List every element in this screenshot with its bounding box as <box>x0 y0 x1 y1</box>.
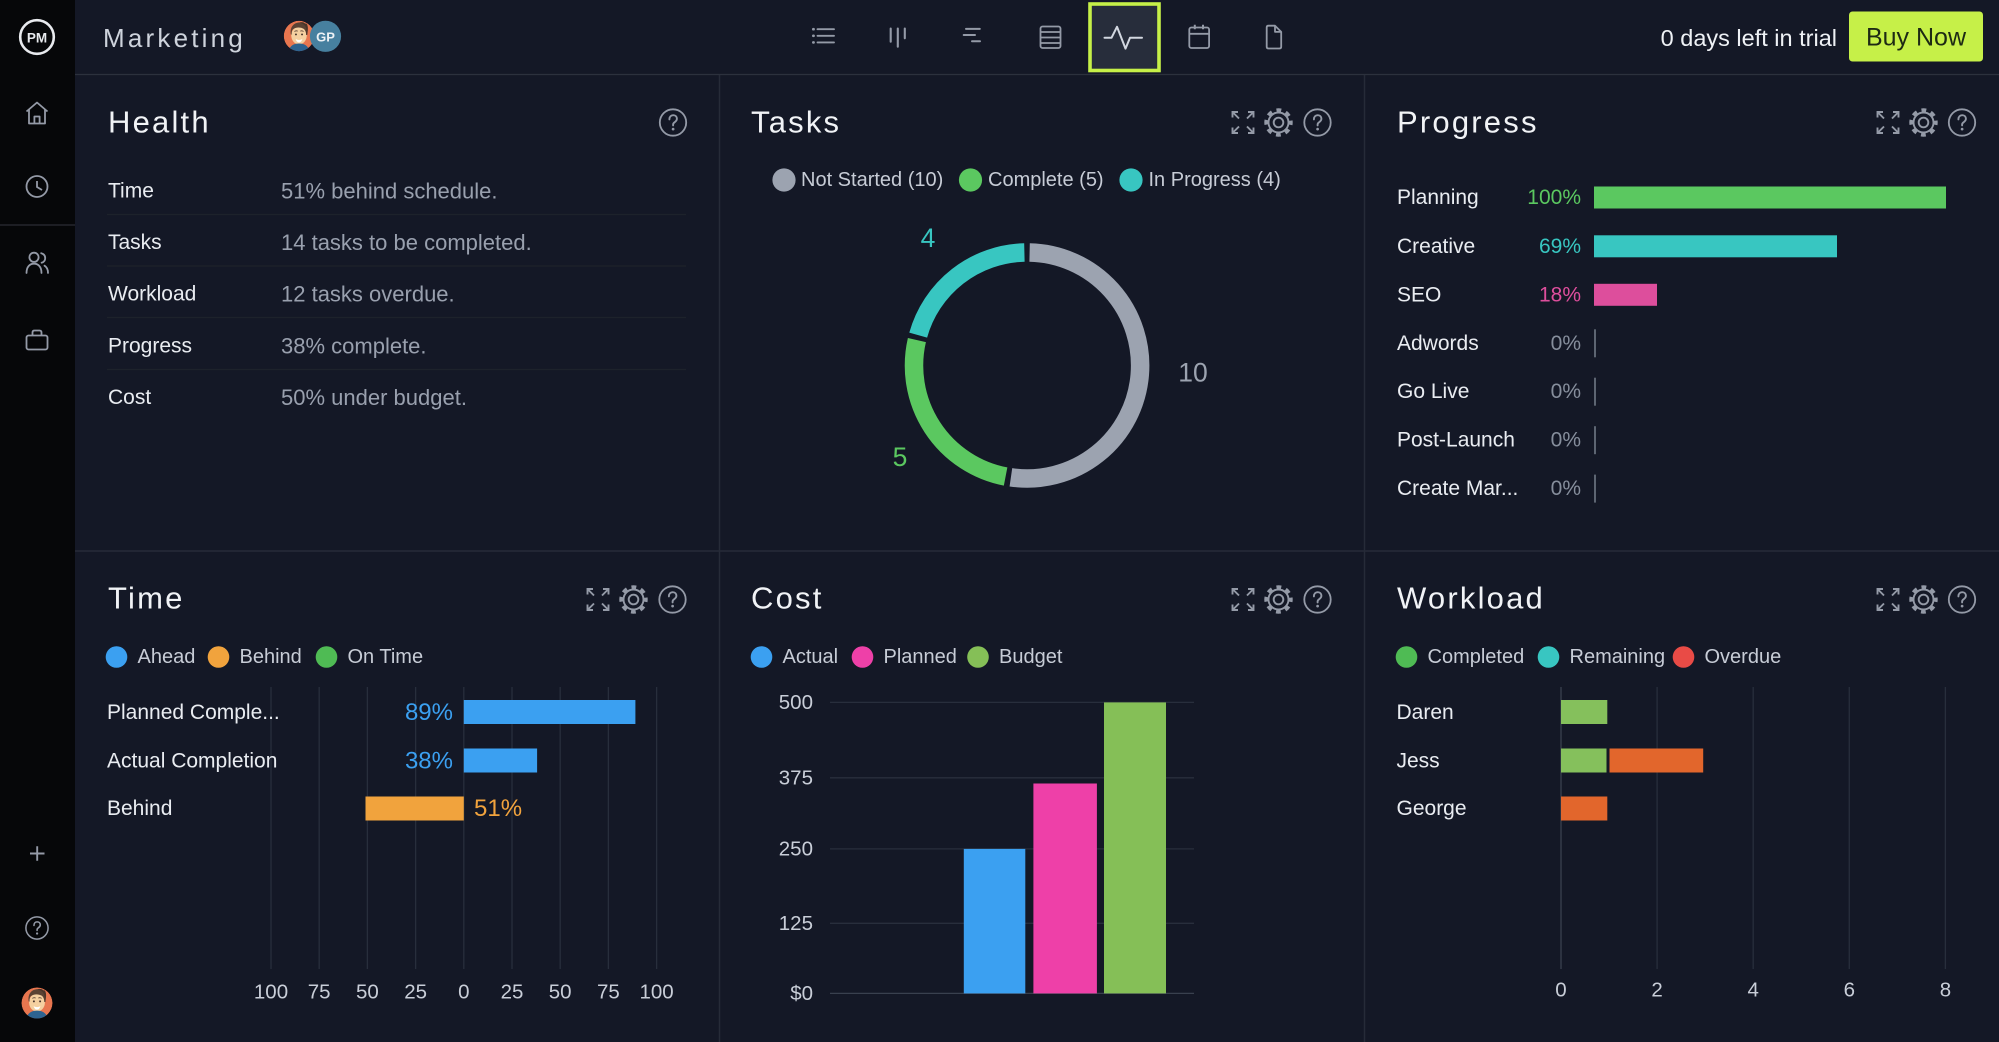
svg-text:Completed: Completed <box>1428 646 1525 668</box>
svg-text:250: 250 <box>779 837 813 860</box>
svg-text:Cost: Cost <box>108 386 151 409</box>
svg-text:Health: Health <box>108 105 211 140</box>
svg-text:Planned: Planned <box>884 646 957 668</box>
svg-text:Go Live: Go Live <box>1397 380 1469 403</box>
svg-text:10: 10 <box>1178 358 1207 388</box>
svg-text:14 tasks to be completed.: 14 tasks to be completed. <box>281 230 532 255</box>
svg-text:100%: 100% <box>1527 186 1581 209</box>
svg-text:375: 375 <box>779 766 813 789</box>
svg-text:38% complete.: 38% complete. <box>281 334 427 359</box>
svg-text:GP: GP <box>316 30 335 45</box>
svg-text:0: 0 <box>458 981 469 1004</box>
svg-text:Remaining: Remaining <box>1570 646 1666 668</box>
svg-text:51% behind schedule.: 51% behind schedule. <box>281 179 498 204</box>
svg-text:Actual: Actual <box>783 646 839 668</box>
svg-text:100: 100 <box>254 981 288 1004</box>
svg-text:5: 5 <box>893 442 908 472</box>
svg-text:51%: 51% <box>474 795 522 822</box>
svg-text:12 tasks overdue.: 12 tasks overdue. <box>281 282 455 307</box>
svg-text:Behind: Behind <box>240 646 302 668</box>
svg-text:4: 4 <box>921 223 936 253</box>
svg-text:75: 75 <box>597 981 620 1004</box>
svg-text:Marketing: Marketing <box>103 23 246 53</box>
svg-text:100: 100 <box>639 981 673 1004</box>
svg-text:In Progress (4): In Progress (4) <box>1149 169 1281 191</box>
svg-text:Actual Completion: Actual Completion <box>107 750 277 773</box>
svg-text:0 days left in trial: 0 days left in trial <box>1661 25 1837 51</box>
svg-text:Workload: Workload <box>108 283 196 306</box>
svg-text:25: 25 <box>501 981 524 1004</box>
svg-text:Create Mar...: Create Mar... <box>1397 477 1518 500</box>
svg-text:Overdue: Overdue <box>1705 646 1782 668</box>
svg-text:38%: 38% <box>405 748 453 775</box>
svg-text:Not Started (10): Not Started (10) <box>801 169 943 191</box>
svg-text:8: 8 <box>1940 979 1951 1002</box>
svg-text:Budget: Budget <box>999 646 1063 668</box>
svg-text:Time: Time <box>108 180 154 203</box>
svg-text:0%: 0% <box>1551 477 1581 500</box>
svg-text:SEO: SEO <box>1397 283 1441 306</box>
svg-text:89%: 89% <box>405 699 453 726</box>
svg-text:Daren: Daren <box>1397 701 1454 724</box>
svg-text:25: 25 <box>404 981 427 1004</box>
svg-text:Workload: Workload <box>1397 581 1545 616</box>
svg-text:PM: PM <box>27 31 47 46</box>
svg-text:Planned Comple...: Planned Comple... <box>107 701 280 724</box>
svg-text:Creative: Creative <box>1397 235 1475 258</box>
svg-text:Progress: Progress <box>108 335 192 358</box>
svg-text:50% under budget.: 50% under budget. <box>281 385 467 410</box>
svg-text:75: 75 <box>308 981 331 1004</box>
svg-text:0%: 0% <box>1551 332 1581 355</box>
svg-text:Cost: Cost <box>751 581 824 616</box>
svg-text:125: 125 <box>779 912 813 935</box>
svg-text:69%: 69% <box>1539 235 1581 258</box>
svg-text:500: 500 <box>779 691 813 714</box>
svg-text:George: George <box>1397 797 1467 820</box>
svg-text:18%: 18% <box>1539 283 1581 306</box>
svg-text:Time: Time <box>108 581 185 616</box>
svg-text:Adwords: Adwords <box>1397 332 1479 355</box>
svg-text:Planning: Planning <box>1397 186 1479 209</box>
svg-text:50: 50 <box>549 981 572 1004</box>
svg-text:Progress: Progress <box>1397 105 1539 140</box>
svg-text:2: 2 <box>1651 979 1662 1002</box>
svg-text:Ahead: Ahead <box>138 646 196 668</box>
svg-text:4: 4 <box>1747 979 1758 1002</box>
svg-text:Tasks: Tasks <box>751 105 841 140</box>
svg-text:0%: 0% <box>1551 380 1581 403</box>
svg-text:Complete (5): Complete (5) <box>988 169 1104 191</box>
svg-text:Post-Launch: Post-Launch <box>1397 429 1515 452</box>
svg-text:On Time: On Time <box>348 646 424 668</box>
svg-text:6: 6 <box>1844 979 1855 1002</box>
svg-text:Buy Now: Buy Now <box>1866 24 1967 52</box>
svg-text:Jess: Jess <box>1397 750 1440 773</box>
svg-text:0%: 0% <box>1551 429 1581 452</box>
svg-text:$0: $0 <box>790 982 813 1005</box>
svg-text:Behind: Behind <box>107 797 172 820</box>
svg-text:Tasks: Tasks <box>108 231 162 254</box>
svg-text:50: 50 <box>356 981 379 1004</box>
svg-text:0: 0 <box>1555 979 1566 1002</box>
